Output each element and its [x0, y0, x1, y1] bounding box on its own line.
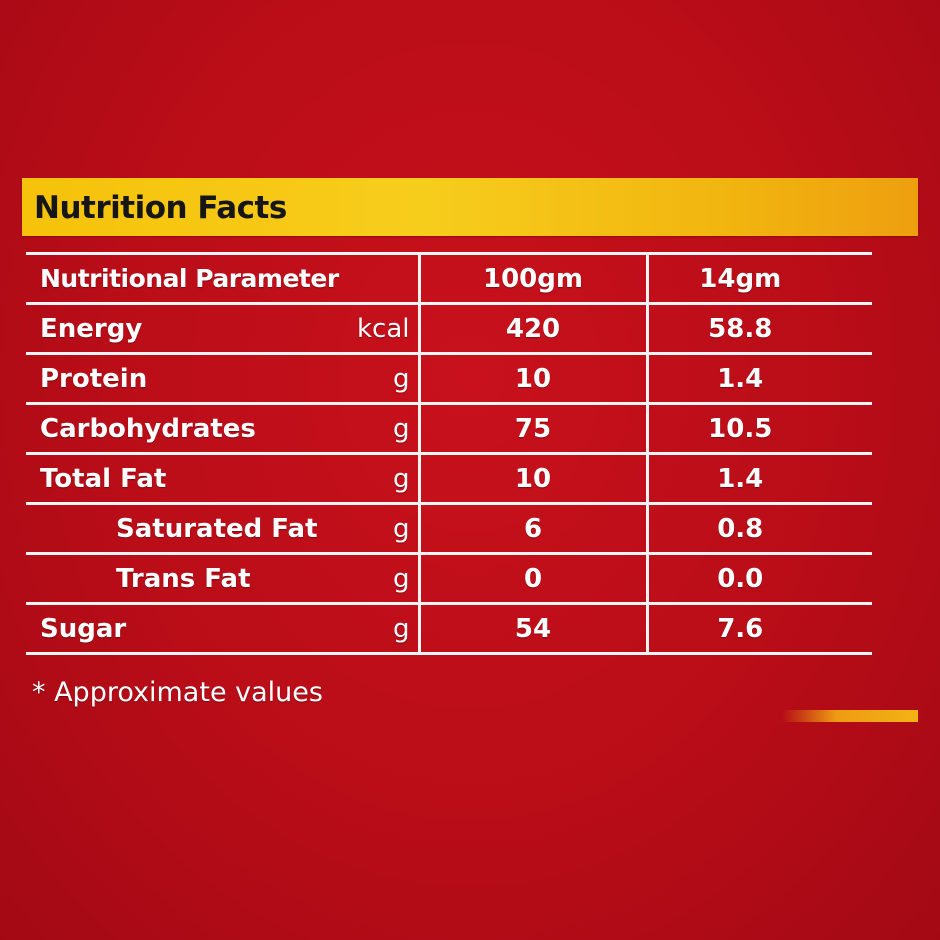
column-header-per-100gm: 100gm	[417, 252, 649, 305]
nutrition-facts-title: Nutrition Facts	[34, 190, 287, 226]
header-band: Nutrition Facts	[22, 178, 918, 236]
row-name: Protein	[40, 363, 148, 394]
row-value-per-100gm: 54	[417, 603, 649, 655]
column-header-per-14gm: 14gm	[647, 252, 872, 305]
nutrition-table: Nutritional Parameter 100gm 14gm Energy k…	[26, 252, 872, 655]
row-name: Energy	[40, 313, 143, 344]
row-value-per-14gm: 10.5	[647, 403, 872, 455]
row-unit: g	[392, 363, 410, 394]
row-value-per-100gm: 10	[417, 353, 649, 405]
row-value-per-14gm: 1.4	[647, 453, 872, 505]
row-unit: g	[392, 513, 410, 544]
row-value-per-14gm: 58.8	[647, 303, 872, 355]
table-header-row: Nutritional Parameter 100gm 14gm	[26, 252, 872, 305]
row-name: Total Fat	[40, 463, 167, 494]
row-value-per-14gm: 7.6	[647, 603, 872, 655]
table-row-total-fat: Total Fat g 10 1.4	[26, 453, 872, 505]
table-row-saturated-fat: Saturated Fat g 6 0.8	[26, 503, 872, 555]
row-unit: g	[392, 413, 410, 444]
row-value-per-14gm: 1.4	[647, 353, 872, 405]
nutrition-label: Nutrition Facts Nutritional Parameter 10…	[22, 174, 918, 722]
row-value-per-100gm: 75	[417, 403, 649, 455]
column-header-parameter: Nutritional Parameter	[26, 252, 419, 305]
row-value-per-100gm: 0	[417, 553, 649, 605]
row-value-per-14gm: 0.8	[647, 503, 872, 555]
row-name: Sugar	[40, 613, 127, 644]
row-value-per-100gm: 420	[417, 303, 649, 355]
row-unit: g	[392, 613, 410, 644]
table-row-carbohydrates: Carbohydrates g 75 10.5	[26, 403, 872, 455]
table-row-energy: Energy kcal 420 58.8	[26, 303, 872, 355]
row-unit: g	[392, 463, 410, 494]
row-value-per-100gm: 10	[417, 453, 649, 505]
row-unit: kcal	[356, 313, 410, 344]
table-row-sugar: Sugar g 54 7.6	[26, 603, 872, 655]
row-name: Trans Fat	[116, 563, 251, 594]
approximate-values-footnote: * Approximate values	[32, 677, 323, 708]
row-value-per-100gm: 6	[417, 503, 649, 555]
row-name: Carbohydrates	[40, 413, 256, 444]
row-name: Saturated Fat	[116, 513, 318, 544]
table-row-protein: Protein g 10 1.4	[26, 353, 872, 405]
bottom-accent-band	[782, 710, 918, 722]
row-unit: g	[392, 563, 410, 594]
table-row-trans-fat: Trans Fat g 0 0.0	[26, 553, 872, 605]
row-value-per-14gm: 0.0	[647, 553, 872, 605]
